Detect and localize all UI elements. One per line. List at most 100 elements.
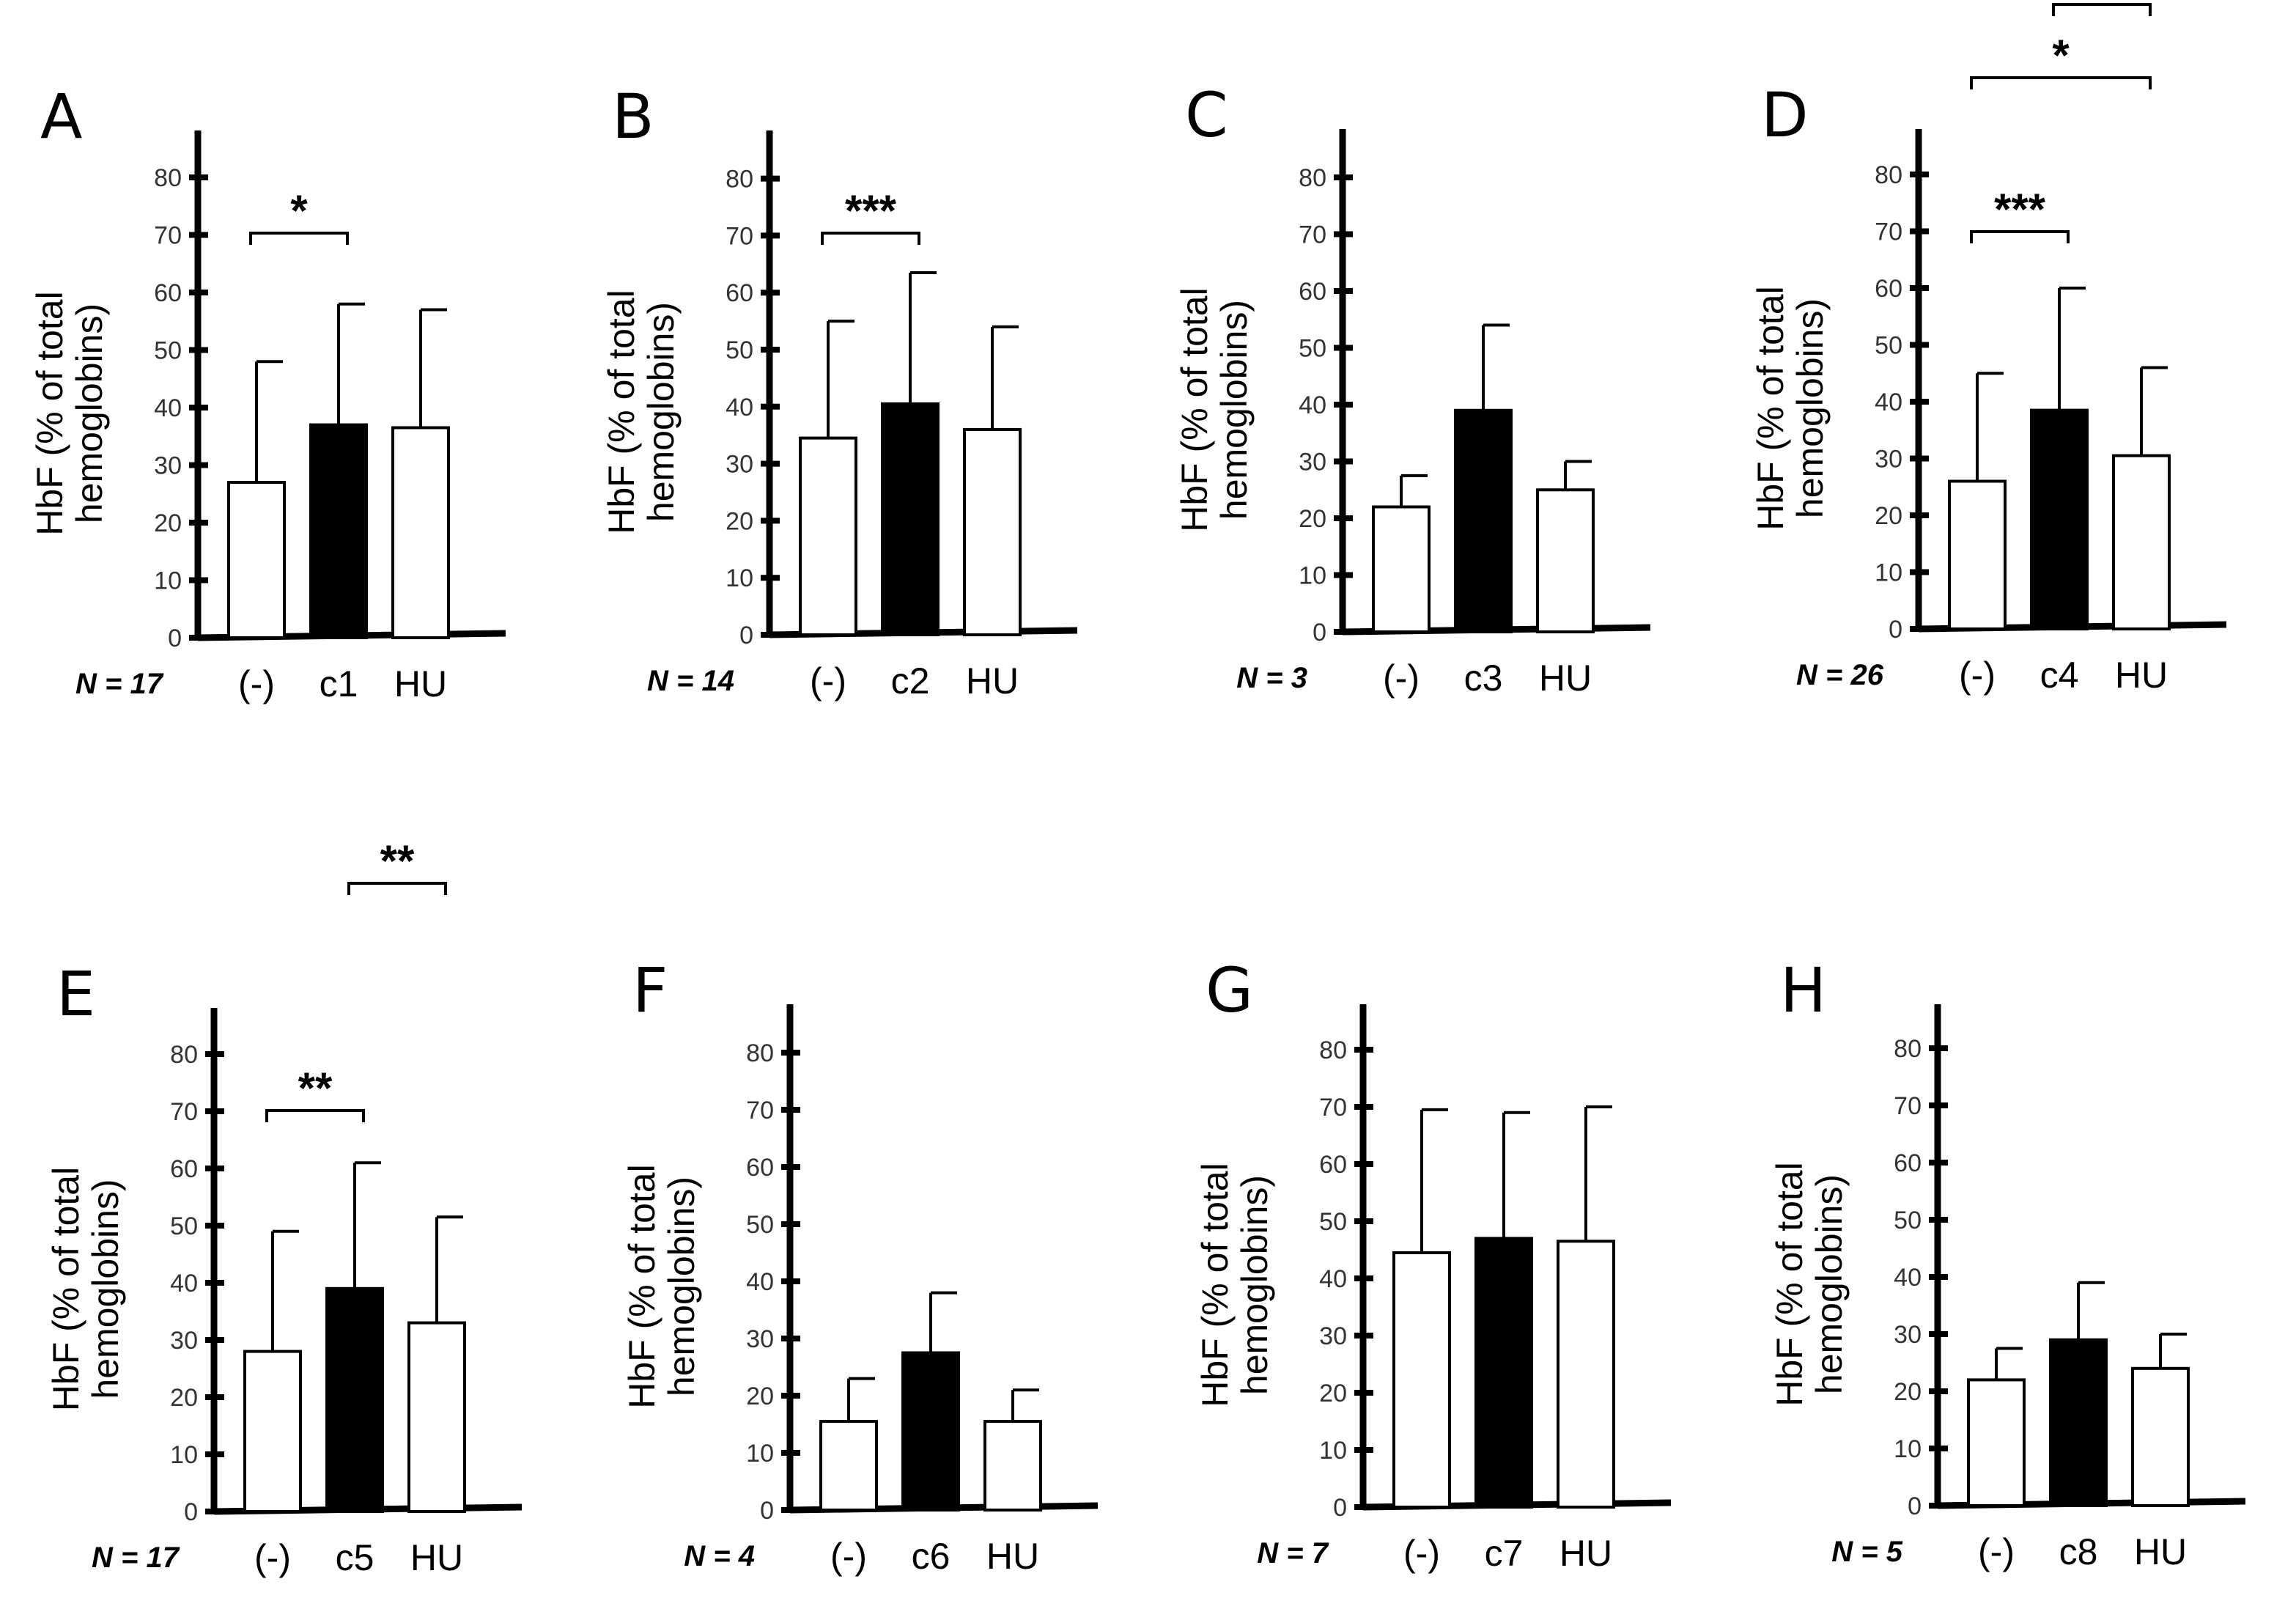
y-axis-label: hemoglobins) (641, 302, 682, 522)
y-tick-label: 80 (154, 164, 182, 192)
significance-bracket (821, 232, 920, 245)
bar-c1 (309, 423, 368, 639)
significance-stars: ** (380, 836, 415, 885)
x-category-label: HU (1539, 658, 1592, 699)
y-tick-label: 60 (170, 1155, 198, 1183)
y-tick-label: 70 (1299, 221, 1326, 249)
y-tick-label: 50 (726, 336, 753, 364)
x-category-label: (-) (1403, 1533, 1440, 1574)
sample-size-label: N = 17 (92, 1542, 180, 1574)
chart-panel-g: G 0 10 20 30 40 50 60 70 80 HbF (% of totalhemoglo… (1195, 954, 1672, 1574)
chart-panel-f: F 0 10 20 30 40 50 60 70 80 HbF (% of totalhemoglo… (621, 954, 1099, 1577)
bar-HU (2112, 454, 2171, 630)
y-tick-label: 60 (154, 279, 182, 307)
x-category-label: (-) (254, 1537, 291, 1578)
significance-stars: * (2093, 0, 2111, 7)
y-tick-label: 20 (746, 1382, 774, 1410)
y-axis-label: hemoglobins) (69, 303, 110, 523)
bar-c3 (1454, 408, 1513, 633)
y-tick-label: 20 (726, 507, 753, 535)
significance-bracket (1970, 76, 2152, 89)
y-axis-label: hemoglobins) (85, 1179, 126, 1399)
y-tick-label: 80 (746, 1039, 774, 1067)
y-axis-label: HbF (% of total (601, 290, 642, 534)
significance-stars: *** (845, 186, 897, 235)
y-tick-label: 40 (1319, 1265, 1347, 1293)
panel-letter: D (1761, 79, 1809, 151)
y-tick-label: 0 (739, 622, 753, 649)
panel-letter: B (612, 81, 654, 152)
y-tick-label: 0 (184, 1498, 198, 1526)
y-tick-label: 30 (1894, 1321, 1922, 1349)
y-tick-label: 0 (168, 625, 182, 652)
y-axis-label: hemoglobins) (1234, 1175, 1275, 1395)
x-category-label: c1 (320, 663, 358, 704)
x-category-label: (-) (810, 660, 846, 702)
y-tick-label: 10 (1299, 562, 1326, 590)
bar-HU (1536, 488, 1595, 633)
y-tick-label: 20 (170, 1384, 198, 1412)
bar-control (243, 1350, 302, 1513)
y-axis-label: hemoglobins) (1214, 300, 1255, 520)
sample-size-label: N = 4 (684, 1540, 755, 1572)
sample-size-label: N = 5 (1831, 1536, 1902, 1568)
significance-bracket (249, 232, 349, 245)
y-tick-label: 40 (1894, 1264, 1922, 1292)
x-category-label: HU (2115, 655, 2168, 696)
y-tick-label: 70 (726, 222, 753, 250)
y-tick-label: 70 (746, 1097, 774, 1124)
bar-control (1948, 479, 2007, 630)
y-tick-label: 60 (1319, 1151, 1347, 1179)
x-category-label: c8 (2059, 1531, 2098, 1572)
y-tick-label: 0 (1313, 619, 1326, 647)
y-tick-label: 10 (170, 1441, 198, 1469)
significance-bracket (347, 882, 447, 895)
x-category-label: c7 (1485, 1533, 1524, 1574)
y-axis-label: hemoglobins) (1790, 298, 1831, 518)
y-tick-label: 30 (154, 452, 182, 480)
y-tick-label: 70 (154, 222, 182, 250)
y-tick-label: 0 (760, 1497, 774, 1525)
y-tick-label: 70 (1894, 1092, 1922, 1120)
y-tick-label: 40 (1299, 391, 1326, 419)
y-tick-label: 40 (726, 394, 753, 421)
y-axis-label: hemoglobins) (661, 1177, 702, 1396)
bar-control (819, 1420, 878, 1512)
sample-size-label: N = 26 (1796, 659, 1884, 691)
chart-panel-h: H 0 10 20 30 40 50 60 70 80 HbF (% of totalhemoglo… (1769, 954, 2246, 1572)
y-tick-label: 70 (170, 1098, 198, 1126)
y-tick-label: 40 (1875, 389, 1902, 416)
bar-c7 (1474, 1237, 1533, 1509)
significance-bracket (1970, 230, 2070, 243)
y-tick-label: 80 (1894, 1035, 1922, 1063)
panel-letter: C (1185, 79, 1228, 151)
y-tick-label: 50 (1894, 1207, 1922, 1234)
significance-stars: * (290, 186, 308, 235)
bar-c4 (2030, 408, 2089, 630)
bar-c8 (2049, 1338, 2108, 1508)
y-tick-label: 80 (170, 1041, 198, 1069)
x-category-label: HU (2134, 1531, 2187, 1572)
chart-panel-b: B 0 10 20 30 40 50 60 70 80 HbF (% of totalhemoglo… (601, 81, 1078, 702)
y-tick-label: 50 (746, 1211, 774, 1239)
y-axis-label: HbF (% of total (1195, 1163, 1236, 1407)
y-tick-label: 60 (1299, 278, 1326, 306)
y-tick-label: 10 (1875, 559, 1902, 587)
y-tick-label: 20 (154, 509, 182, 537)
bar-c5 (325, 1286, 384, 1514)
bar-HU (983, 1420, 1042, 1512)
x-category-label: c4 (2040, 655, 2079, 696)
bar-HU (391, 426, 450, 639)
y-tick-label: 30 (1319, 1322, 1347, 1350)
x-category-label: c6 (912, 1536, 950, 1577)
y-axis-label: HbF (% of total (1769, 1162, 1810, 1406)
x-category-label: c3 (1464, 658, 1503, 699)
sample-size-label: N = 14 (647, 665, 734, 697)
y-tick-label: 0 (1908, 1492, 1922, 1520)
panel-letter: E (56, 958, 95, 1030)
bar-control (1372, 505, 1431, 633)
sample-size-label: N = 3 (1236, 662, 1307, 694)
bar-control (227, 481, 286, 639)
y-tick-label: 60 (1875, 275, 1902, 303)
sample-size-label: N = 17 (75, 668, 164, 700)
